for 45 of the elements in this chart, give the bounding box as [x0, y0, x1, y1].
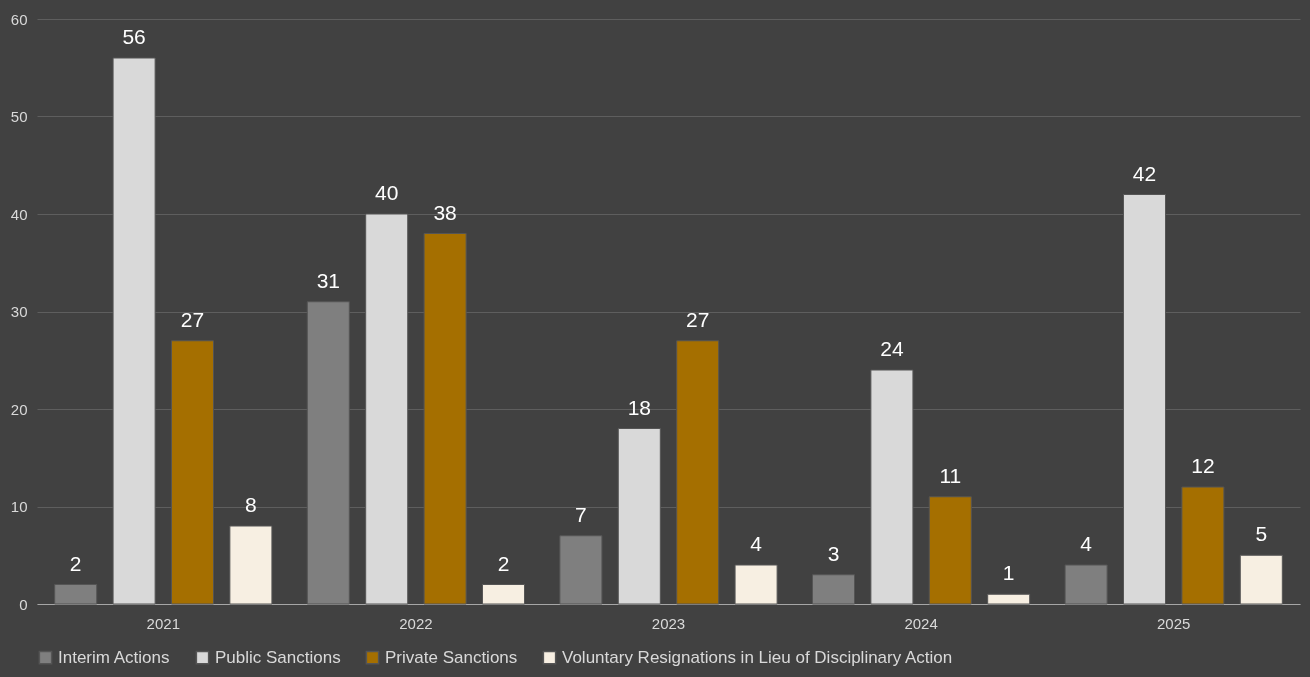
data-label: 31	[316, 268, 340, 292]
data-label: 27	[686, 307, 710, 331]
bar	[54, 584, 98, 605]
data-label: 2	[69, 551, 82, 575]
data-label: 56	[122, 25, 146, 48]
bar	[481, 584, 526, 605]
data-label: 42	[1132, 161, 1157, 185]
data-label: 40	[375, 181, 399, 204]
data-label: 4	[750, 532, 763, 555]
bar	[734, 564, 778, 605]
x-tick-label: 2022	[399, 614, 433, 632]
bar	[559, 535, 603, 605]
bar	[811, 574, 856, 605]
data-label: 12	[1191, 454, 1215, 477]
y-tick-label: 10	[10, 498, 28, 515]
data-label: 1	[1002, 561, 1015, 585]
data-label: 27	[180, 307, 205, 331]
y-tick-label: 50	[10, 108, 28, 125]
data-label: 18	[627, 395, 651, 419]
legend-label: Private Sanctions	[385, 647, 518, 667]
bar	[1239, 554, 1283, 605]
data-label: 5	[1255, 522, 1268, 546]
data-label: 24	[880, 337, 904, 360]
y-tick-label: 60	[10, 10, 28, 28]
legend-label: Voluntary Resignations in Lieu of Disciplinary Action	[562, 647, 953, 667]
legend-label: Interim Actions	[58, 647, 170, 667]
y-tick-label: 20	[10, 400, 28, 418]
legend-label: Public Sanctions	[215, 647, 341, 667]
data-label: 2	[497, 551, 510, 575]
data-label: 7	[575, 502, 587, 526]
x-tick-label: 2025	[1157, 614, 1191, 632]
x-tick-label: 2021	[146, 614, 180, 632]
y-tick-label: 0	[19, 595, 28, 613]
bar	[1064, 564, 1108, 605]
data-label: 38	[433, 200, 457, 224]
y-tick-label: 30	[10, 303, 28, 320]
x-tick-label: 2024	[904, 614, 938, 632]
data-label: 11	[939, 463, 962, 487]
x-tick-label: 2023	[651, 614, 686, 632]
bar	[987, 593, 1031, 605]
data-label: 3	[827, 541, 840, 565]
data-label: 4	[1080, 532, 1093, 555]
bar	[229, 525, 273, 605]
y-tick-label: 40	[10, 205, 28, 223]
data-label: 8	[245, 493, 257, 516]
